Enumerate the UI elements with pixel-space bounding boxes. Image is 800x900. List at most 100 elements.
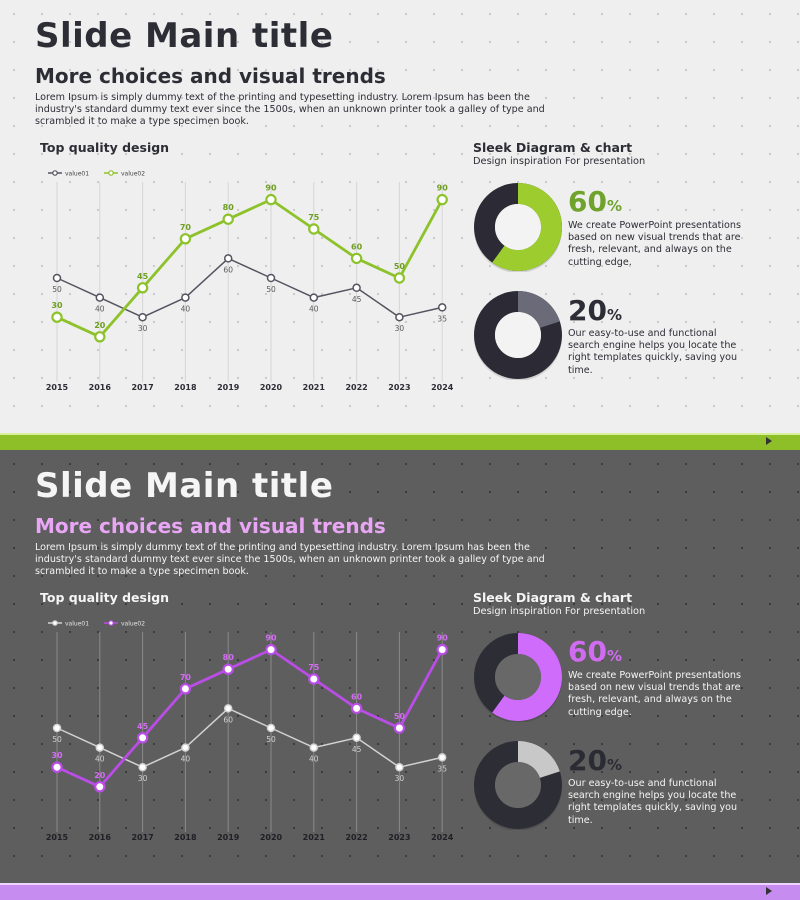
- footer-highlight: [0, 883, 800, 885]
- data-point-value02: [222, 663, 234, 675]
- x-tick-label: 2020: [260, 383, 283, 392]
- data-point-value02: [308, 223, 320, 235]
- data-point-value01: [52, 723, 62, 733]
- data-label-value02: 80: [223, 203, 235, 212]
- donut-hole: [495, 762, 541, 808]
- data-point-value02: [179, 233, 192, 245]
- x-tick-label: 2016: [89, 833, 112, 842]
- slide-subtitle: More choices and visual trends: [35, 514, 386, 538]
- data-point-value02: [94, 331, 106, 343]
- data-label-value02: 90: [437, 184, 449, 193]
- data-point-value01: [309, 293, 319, 302]
- data-point-value01: [395, 312, 404, 322]
- data-label-value01: 35: [437, 764, 447, 773]
- intro-paragraph: Lorem Ipsum is simply dummy text of the …: [35, 542, 545, 578]
- data-label-value01: 45: [352, 295, 362, 304]
- data-point-value02: [308, 673, 320, 685]
- data-label-value02: 90: [265, 184, 277, 193]
- data-label-value02: 30: [51, 301, 63, 310]
- x-tick-label: 2023: [388, 833, 410, 842]
- data-point-value02: [51, 311, 63, 323]
- line-chart-heading: Top quality design: [40, 140, 170, 155]
- legend-label: value02: [121, 171, 145, 178]
- data-point-value02: [436, 643, 448, 656]
- stat-percent-60: 60%: [568, 188, 622, 220]
- data-label-value02: 45: [137, 722, 149, 731]
- x-tick-label: 2016: [89, 383, 112, 392]
- donut-hole: [495, 654, 541, 700]
- data-point-value02: [265, 643, 277, 656]
- data-label-value02: 60: [351, 242, 363, 251]
- donut-segment: [518, 741, 560, 778]
- footer-highlight: [0, 433, 800, 435]
- donut-chart-60: [474, 633, 562, 722]
- data-label-value02: 75: [308, 663, 320, 672]
- data-point-value02: [350, 702, 363, 715]
- stat-unit: %: [606, 306, 622, 324]
- series-line-value01: [56, 257, 443, 318]
- donut-segment: [492, 633, 562, 721]
- data-point-value01: [95, 743, 105, 752]
- play-icon[interactable]: [766, 437, 772, 445]
- data-label-value02: 60: [351, 692, 363, 701]
- stat-description-2: Our easy-to-use and functional search en…: [568, 328, 738, 376]
- footer-bar: [0, 883, 800, 900]
- data-label-value02: 90: [265, 634, 277, 643]
- donut-chart-20: [474, 291, 562, 380]
- data-label-value01: 40: [95, 305, 105, 314]
- play-icon[interactable]: [766, 887, 772, 895]
- stat-description-2: Our easy-to-use and functional search en…: [568, 778, 738, 826]
- x-tick-label: 2018: [174, 833, 197, 842]
- data-point-value01: [138, 312, 147, 322]
- line-chart-heading: Top quality design: [40, 590, 170, 605]
- stat-percent-20: 20%: [568, 297, 622, 329]
- x-tick-label: 2020: [260, 833, 283, 842]
- legend-label: value01: [65, 621, 89, 628]
- diagram-heading: Sleek Diagram & chart: [473, 140, 633, 155]
- data-point-value02: [265, 193, 277, 206]
- diagram-subheading: Design inspiration For presentation: [473, 156, 646, 167]
- data-point-value01: [309, 743, 319, 752]
- x-tick-label: 2021: [303, 383, 326, 392]
- data-point-value02: [393, 272, 406, 284]
- stat-percent-20: 20%: [568, 747, 622, 779]
- data-point-value01: [52, 273, 62, 283]
- slide-subtitle: More choices and visual trends: [35, 64, 386, 88]
- stat-percent-60: 60%: [568, 638, 622, 670]
- data-point-value02: [136, 732, 149, 744]
- data-point-value01: [352, 733, 361, 743]
- x-tick-label: 2017: [131, 383, 153, 392]
- data-label-value01: 60: [223, 715, 233, 724]
- data-point-value01: [352, 283, 361, 293]
- data-label-value01: 30: [395, 324, 405, 333]
- diagram-subheading: Design inspiration For presentation: [473, 606, 646, 617]
- x-tick-label: 2015: [46, 833, 69, 842]
- data-label-value01: 40: [309, 755, 319, 764]
- stat-value: 20: [568, 744, 607, 777]
- data-point-value01: [437, 753, 447, 762]
- data-label-value01: 60: [223, 265, 233, 274]
- series-line-value02: [56, 198, 444, 339]
- data-label-value01: 50: [266, 285, 276, 294]
- slide-main-title: Slide Main title: [35, 466, 334, 506]
- data-point-value01: [395, 762, 404, 772]
- stat-unit: %: [606, 756, 622, 774]
- intro-paragraph: Lorem Ipsum is simply dummy text of the …: [35, 92, 545, 128]
- data-label-value01: 45: [352, 745, 362, 754]
- legend-label: value02: [121, 621, 145, 628]
- data-label-value01: 30: [138, 774, 148, 783]
- line-chart: 2015 2016 2017 2018 2019 2020 2021 2022 2023 2024…: [46, 170, 454, 392]
- data-point-value01: [223, 704, 233, 713]
- data-point-value01: [266, 273, 276, 283]
- data-label-value02: 80: [223, 653, 235, 662]
- data-label-value01: 35: [437, 314, 447, 323]
- footer-bar: [0, 433, 800, 450]
- data-label-value02: 70: [180, 223, 192, 232]
- data-label-value02: 50: [394, 712, 406, 721]
- data-point-value01: [181, 743, 190, 752]
- data-point-value01: [223, 254, 233, 263]
- x-tick-label: 2024: [431, 833, 454, 842]
- diagram-heading: Sleek Diagram & chart: [473, 590, 633, 605]
- data-point-value02: [94, 781, 106, 793]
- data-label-value02: 20: [94, 771, 106, 780]
